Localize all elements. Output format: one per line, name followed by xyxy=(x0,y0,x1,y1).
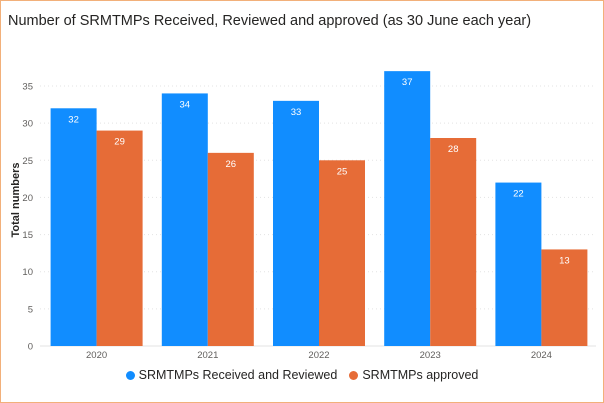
x-tick-label: 2023 xyxy=(420,350,441,361)
data-label: 28 xyxy=(448,144,459,155)
bar-received-reviewed-2022 xyxy=(273,100,319,346)
bar-approved-2020 xyxy=(96,130,143,346)
bars: 32 29 34 26 33 25 37 28 22 13 xyxy=(50,71,588,347)
y-tick-label: 0 xyxy=(28,342,33,353)
data-label: 25 xyxy=(337,166,348,177)
x-tick-label: 2021 xyxy=(197,350,218,361)
legend: SRMTMPs Received and Reviewed SRMTMPs app… xyxy=(0,368,604,382)
bar-received-reviewed-2023 xyxy=(384,71,431,347)
data-label: 37 xyxy=(402,77,413,88)
legend-label: SRMTMPs Received and Reviewed xyxy=(138,368,338,382)
bar-received-reviewed-2020 xyxy=(50,108,97,347)
legend-marker-icon xyxy=(125,370,135,380)
y-tick-label: 25 xyxy=(22,156,33,167)
y-tick-label: 10 xyxy=(22,267,33,278)
y-axis-label: Total numbers xyxy=(10,163,22,238)
data-label: 26 xyxy=(226,159,237,170)
y-tick-label: 15 xyxy=(22,230,33,241)
data-label: 13 xyxy=(559,255,570,266)
bar-received-reviewed-2021 xyxy=(161,93,208,346)
y-tick-label: 5 xyxy=(28,304,33,315)
legend-item[interactable]: SRMTMPs approved xyxy=(349,368,478,382)
data-label: 29 xyxy=(114,137,125,148)
legend-label: SRMTMPs approved xyxy=(362,368,479,382)
chart-title: Number of SRMTMPs Received, Reviewed and… xyxy=(8,13,532,29)
data-label: 33 xyxy=(291,107,302,118)
x-tick-label: 2022 xyxy=(308,350,329,361)
legend-item[interactable]: SRMTMPs Received and Reviewed xyxy=(125,368,338,382)
bar-approved-2022 xyxy=(319,160,365,346)
y-tick-label: 35 xyxy=(22,82,33,93)
bar-approved-2023 xyxy=(430,138,477,346)
x-tick-label: 2024 xyxy=(531,350,552,361)
data-label: 34 xyxy=(180,99,191,110)
data-label: 32 xyxy=(68,114,79,125)
x-tick-label: 2020 xyxy=(86,350,107,361)
bar-approved-2024 xyxy=(541,249,588,346)
x-axis-ticks: 2020 2021 2022 2023 2024 xyxy=(86,350,552,361)
y-axis-ticks: 0 5 10 15 20 25 30 35 xyxy=(22,82,33,353)
data-label: 22 xyxy=(513,189,524,200)
legend-marker-icon xyxy=(349,370,359,380)
bar-approved-2021 xyxy=(207,152,254,346)
y-tick-label: 20 xyxy=(22,193,33,204)
y-tick-label: 30 xyxy=(22,119,33,130)
bar-received-reviewed-2024 xyxy=(495,182,542,346)
